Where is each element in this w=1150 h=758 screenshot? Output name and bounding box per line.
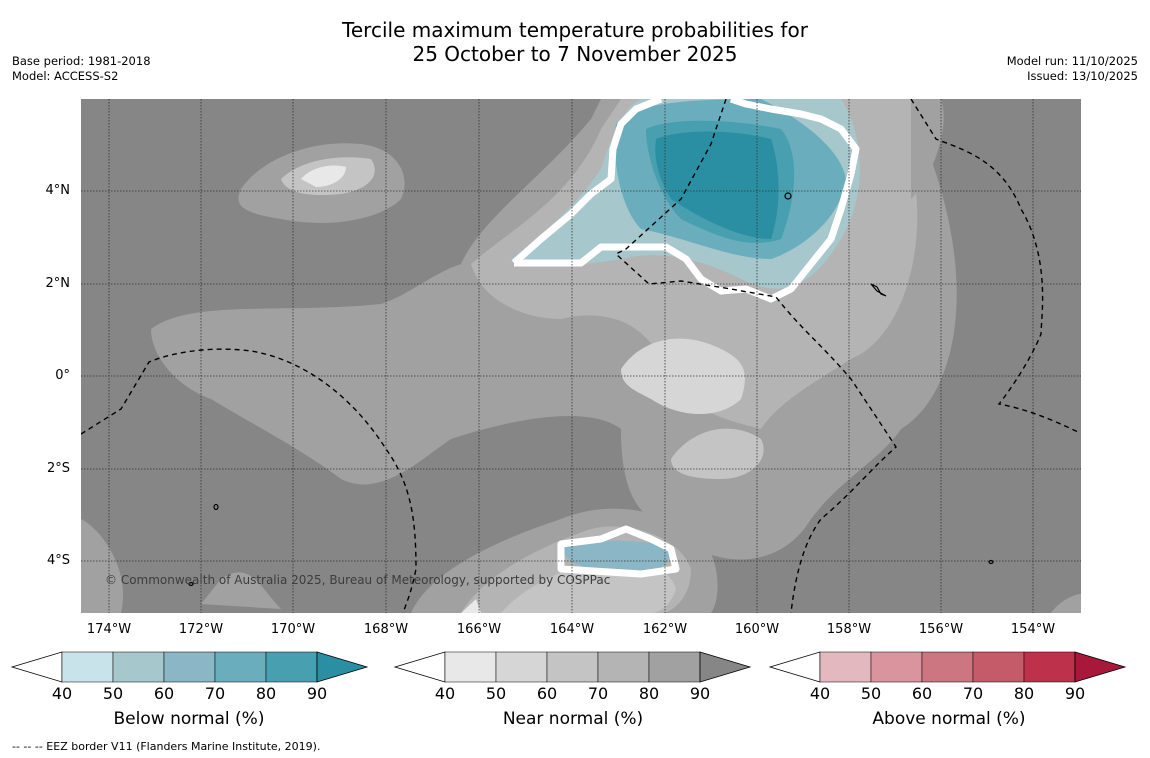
below-normal-contours <box>511 99 860 578</box>
lon-label-162w: 162°W <box>642 622 688 637</box>
colorbar-tick-label: 60 <box>536 684 558 703</box>
colorbar-under-triangle <box>768 651 821 683</box>
lat-label-2n: 2°N <box>45 276 71 291</box>
colorbar-over-triangle <box>316 651 369 683</box>
colorbar-tick-label: 90 <box>1064 684 1086 703</box>
colorbar-tick-label: 40 <box>809 684 831 703</box>
colorbar-tick-label: 90 <box>689 684 711 703</box>
colorbar-under-triangle <box>10 651 63 683</box>
colorbars <box>10 651 1127 683</box>
lon-label-156w: 156°W <box>918 622 964 637</box>
map-title: Tercile maximum temperature probabilitie… <box>0 18 1150 66</box>
below-normal-shading <box>511 99 860 575</box>
model-run: Model run: 11/10/2025 <box>1006 54 1138 68</box>
lat-label-4s: 4°S <box>46 553 70 568</box>
colorbar-segment <box>546 651 599 683</box>
lat-label-4n: 4°N <box>45 183 71 198</box>
eez-borders <box>81 99 1079 613</box>
colorbar-tick-label: 80 <box>255 684 277 703</box>
lon-label-164w: 164°W <box>549 622 595 637</box>
colorbar-segment <box>444 651 497 683</box>
lon-label-154w: 154°W <box>1010 622 1056 637</box>
colorbar-tick-label: 90 <box>306 684 328 703</box>
eez-footnote: -- -- -- EEZ border V11 (Flanders Marine… <box>12 740 321 753</box>
colorbar-segment <box>870 651 923 683</box>
colorbar-segment <box>597 651 650 683</box>
colorbar-near-normal <box>393 651 752 683</box>
colorbar-below-normal <box>10 651 369 683</box>
issued-date: Issued: 13/10/2025 <box>1027 69 1138 83</box>
lon-label-170w: 170°W <box>270 622 316 637</box>
colorbar-segment <box>214 651 267 683</box>
colorbar-tick-label: 80 <box>638 684 660 703</box>
lon-label-172w: 172°W <box>178 622 224 637</box>
colorbar-tick-label: 50 <box>102 684 124 703</box>
colorbar-tick-label: 70 <box>587 684 609 703</box>
colorbar-segment <box>648 651 701 683</box>
lat-label-2s: 2°S <box>46 461 70 476</box>
colorbar-segment <box>61 651 114 683</box>
colorbar-segment <box>1023 651 1076 683</box>
colorbar-tick-label: 80 <box>1013 684 1035 703</box>
lon-label-160w: 160°W <box>734 622 780 637</box>
base-period: Base period: 1981-2018 <box>12 54 151 68</box>
meta-right: Model run: 11/10/2025 Issued: 13/10/2025 <box>1007 54 1138 84</box>
islands <box>188 192 994 587</box>
colorbar-tick-label: 70 <box>204 684 226 703</box>
colorbar-title-below: Below normal (%) <box>113 709 265 729</box>
colorbar-over-triangle <box>1074 651 1127 683</box>
colorbar-tick-label: 60 <box>153 684 175 703</box>
lon-label-158w: 158°W <box>826 622 872 637</box>
colorbar-above-normal <box>768 651 1127 683</box>
meta-left: Base period: 1981-2018 Model: ACCESS-S2 <box>12 54 151 84</box>
colorbar-under-triangle <box>393 651 446 683</box>
colorbar-tick-label: 60 <box>911 684 933 703</box>
colorbar-title-near: Near normal (%) <box>502 709 644 729</box>
colorbar-segment <box>972 651 1025 683</box>
lon-label-168w: 168°W <box>363 622 409 637</box>
probability-map <box>81 99 1081 613</box>
model-name: Model: ACCESS-S2 <box>12 69 119 83</box>
colorbar-tick-label: 50 <box>485 684 507 703</box>
colorbar-segment <box>819 651 872 683</box>
colorbar-title-above: Above normal (%) <box>872 709 1026 729</box>
lon-label-174w: 174°W <box>86 622 132 637</box>
colorbar-tick-label: 70 <box>962 684 984 703</box>
colorbar-segment <box>265 651 318 683</box>
title-line-1: Tercile maximum temperature probabilitie… <box>342 18 808 42</box>
colorbar-tick-label: 40 <box>51 684 73 703</box>
title-line-2: 25 October to 7 November 2025 <box>412 42 738 66</box>
lon-label-166w: 166°W <box>456 622 502 637</box>
colorbar-over-triangle <box>699 651 752 683</box>
colorbar-segment <box>163 651 216 683</box>
copyright-note: © Commonwealth of Australia 2025, Bureau… <box>105 573 611 587</box>
colorbar-segment <box>495 651 548 683</box>
colorbar-segment <box>112 651 165 683</box>
colorbar-segment <box>921 651 974 683</box>
lat-label-0: 0° <box>55 368 70 383</box>
near-normal-shading <box>81 99 1081 613</box>
colorbar-tick-label: 50 <box>860 684 882 703</box>
colorbar-tick-label: 40 <box>434 684 456 703</box>
